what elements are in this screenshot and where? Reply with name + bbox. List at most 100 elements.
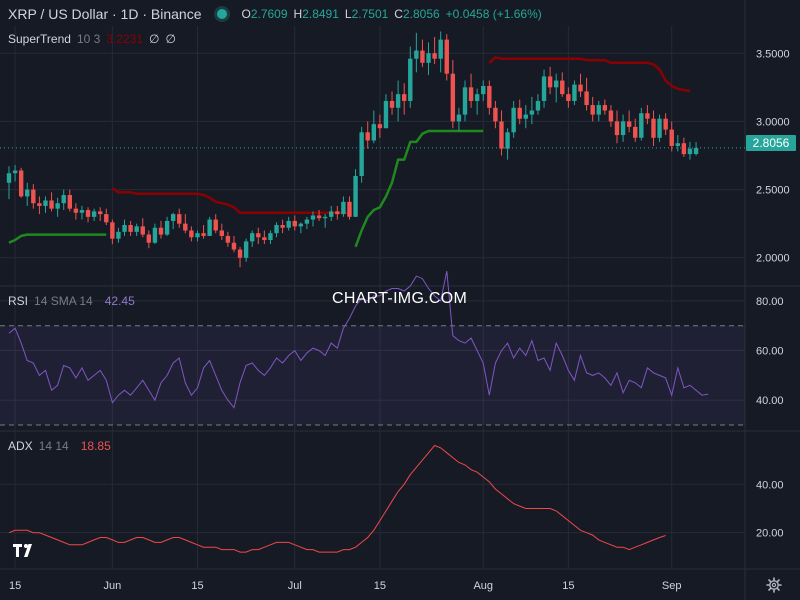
supertrend-legend[interactable]: SuperTrend 10 3 3.2231 ∅ ∅: [8, 32, 182, 46]
candle: [250, 230, 255, 247]
supertrend-down-line: [111, 187, 350, 215]
candle: [116, 227, 121, 243]
candle: [207, 216, 212, 236]
candle: [541, 69, 547, 108]
candle: [6, 166, 12, 200]
candle: [225, 231, 231, 247]
candle-body: [389, 100, 395, 108]
candle: [91, 208, 97, 221]
candle: [152, 223, 158, 245]
candle: [566, 87, 571, 108]
candle-body: [286, 220, 291, 228]
candle-body: [560, 80, 565, 95]
x-tick-label: Jul: [288, 580, 302, 592]
candle: [128, 220, 133, 236]
candle: [170, 212, 176, 230]
candle: [353, 169, 358, 217]
candle: [98, 207, 103, 221]
candle: [18, 167, 24, 198]
candle-body: [608, 110, 614, 122]
candle-body: [329, 211, 334, 217]
candle: [347, 196, 352, 220]
candle: [359, 126, 364, 183]
candle: [365, 121, 370, 149]
candle: [335, 205, 340, 220]
rsi-legend[interactable]: RSI 14 SMA 14 42.45: [8, 294, 141, 308]
candle-body: [359, 132, 364, 176]
candle-body: [377, 124, 383, 129]
candle-body: [578, 84, 583, 92]
candle: [663, 113, 668, 136]
candle: [681, 137, 687, 157]
candle-body: [572, 84, 577, 101]
candle-body: [450, 73, 456, 122]
candle-body: [529, 110, 535, 115]
candle-body: [566, 94, 571, 101]
candle-body: [487, 85, 492, 108]
candle: [389, 91, 395, 115]
rsi-y-tick-label: 80.00: [756, 296, 784, 308]
candle: [614, 110, 620, 144]
symbol-title[interactable]: XRP / US Dollar · 1D · Binance: [8, 6, 202, 22]
high-value: 2.8491: [302, 7, 339, 21]
price-y-tick-label: 2.5000: [756, 185, 790, 197]
gear-icon[interactable]: [766, 577, 782, 593]
candle-body: [268, 233, 273, 241]
candle-body: [693, 147, 699, 155]
candle-body: [402, 94, 407, 101]
candle-body: [438, 39, 443, 59]
candle: [286, 216, 291, 231]
candle: [620, 114, 626, 142]
candle-body: [110, 222, 115, 239]
supertrend-up-line: [354, 129, 484, 248]
candle: [608, 105, 614, 127]
candle-body: [274, 225, 279, 234]
candle-body: [6, 173, 12, 183]
candle: [12, 165, 18, 182]
candle-body: [517, 107, 522, 119]
candle-body: [37, 203, 42, 206]
candle-body: [262, 237, 267, 241]
candle: [675, 135, 680, 152]
close-value: 2.8056: [402, 7, 440, 21]
candle: [310, 211, 316, 227]
candle-body: [25, 189, 30, 197]
candle-body: [408, 58, 413, 101]
candle-body: [541, 76, 547, 101]
candle: [268, 230, 273, 245]
tradingview-logo-icon[interactable]: [12, 541, 38, 559]
candle-body: [225, 235, 231, 243]
symbol-legend: XRP / US Dollar · 1D · Binance O 2.7609 H…: [8, 6, 548, 22]
candle-body: [146, 234, 152, 243]
candle-body: [195, 233, 200, 238]
candle-body: [55, 203, 60, 209]
candle-body: [395, 94, 401, 108]
candle: [110, 219, 115, 245]
candle-body: [256, 233, 261, 238]
candle-body: [91, 211, 97, 217]
candle: [535, 94, 541, 115]
rsi-name: RSI: [8, 294, 29, 308]
price-y-tick-label: 3.5000: [756, 48, 790, 60]
candle-body: [177, 214, 182, 224]
candle: [292, 215, 297, 231]
candle: [298, 222, 304, 234]
candle-body: [73, 208, 79, 213]
adx-legend[interactable]: ADX 14 14 18.85: [8, 439, 117, 453]
candle: [256, 227, 261, 245]
candle: [438, 31, 443, 73]
candle: [554, 73, 559, 103]
candle-body: [67, 195, 72, 209]
candle: [529, 96, 535, 125]
candle: [687, 141, 693, 160]
candle: [523, 105, 528, 129]
candle: [219, 223, 224, 241]
candle: [316, 210, 322, 221]
candle-body: [675, 143, 680, 146]
candle: [274, 222, 279, 238]
candle-body: [444, 39, 449, 74]
candle-body: [304, 219, 310, 224]
candle: [432, 36, 437, 65]
candle: [693, 141, 699, 156]
